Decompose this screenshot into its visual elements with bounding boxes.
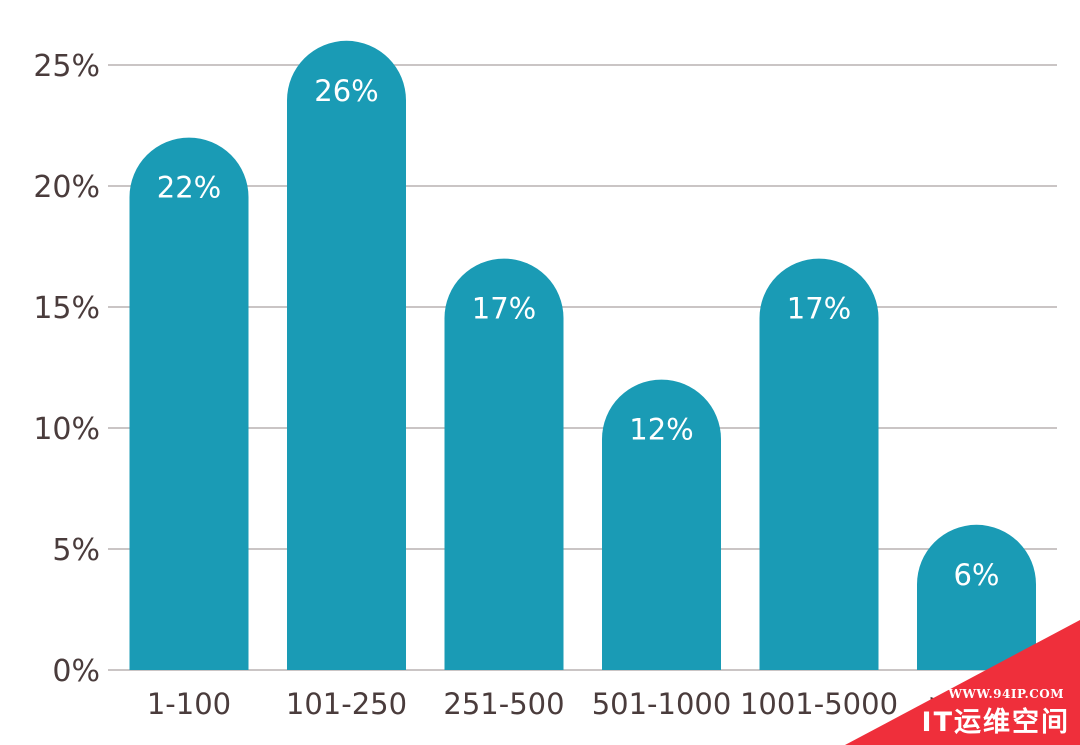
bar bbox=[129, 137, 249, 670]
gridlines bbox=[108, 64, 1057, 671]
watermark-triangle bbox=[845, 620, 1080, 745]
y-tick-label: 5% bbox=[52, 533, 100, 568]
data-label: 17% bbox=[472, 292, 536, 326]
data-labels: 22% 26% 17% 12% 17% 6% bbox=[157, 74, 1000, 592]
bar bbox=[287, 40, 406, 671]
data-label: 17% bbox=[787, 292, 851, 326]
y-tick-label: 25% bbox=[33, 49, 100, 84]
watermark-url: WWW.94IP.COM bbox=[948, 687, 1064, 701]
y-axis-tick-labels: 0% 5% 10% 15% 20% 25% bbox=[33, 49, 100, 689]
data-label: 6% bbox=[953, 558, 999, 592]
y-tick-label: 0% bbox=[52, 654, 100, 689]
watermark-name: IT运维空间 bbox=[921, 707, 1070, 738]
x-category-label: 251-500 bbox=[443, 687, 564, 721]
watermark-badge: WWW.94IP.COM IT运维空间 bbox=[840, 615, 1080, 745]
data-label: 22% bbox=[157, 171, 221, 205]
y-tick-label: 10% bbox=[33, 412, 100, 447]
data-label: 12% bbox=[629, 413, 693, 447]
x-category-label: 1-100 bbox=[147, 687, 231, 721]
data-label: 26% bbox=[314, 74, 378, 108]
y-tick-label: 20% bbox=[33, 170, 100, 205]
bar bbox=[759, 258, 879, 670]
bars bbox=[129, 40, 1036, 671]
y-tick-label: 15% bbox=[33, 291, 100, 326]
x-category-label: 101-250 bbox=[286, 687, 407, 721]
bar bbox=[444, 258, 564, 670]
x-category-label: 501-1000 bbox=[592, 687, 732, 721]
bar bbox=[602, 379, 721, 670]
